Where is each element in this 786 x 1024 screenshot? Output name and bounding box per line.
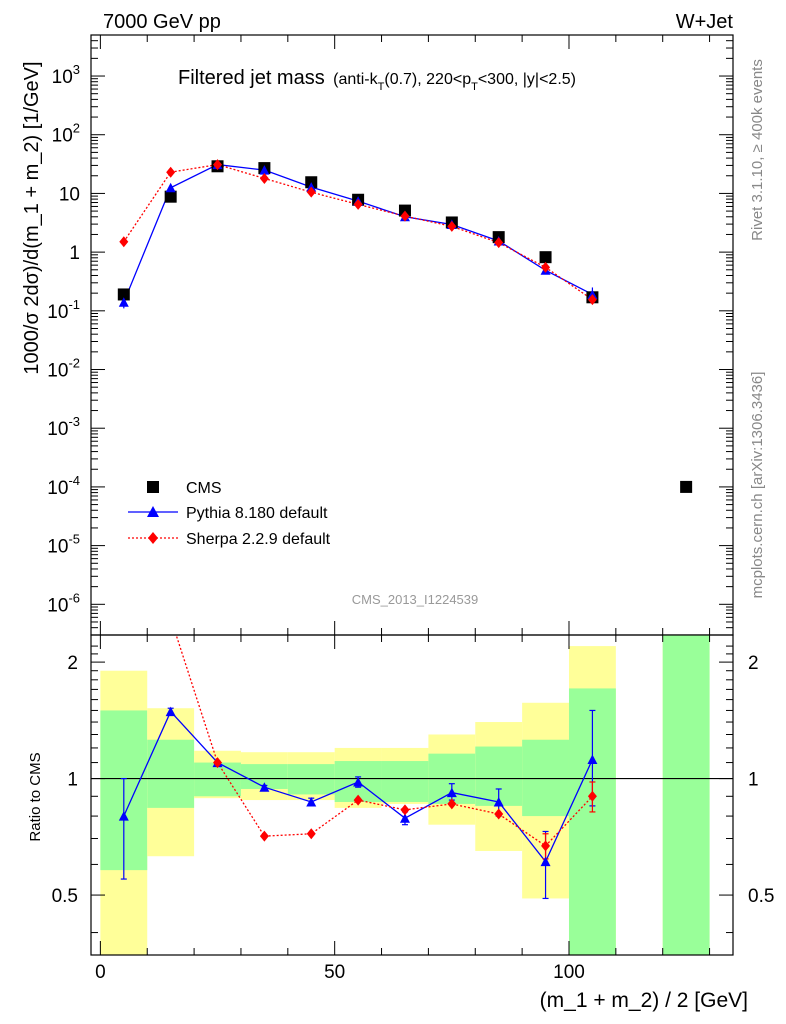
ratio-sherpa-point: [400, 804, 410, 816]
process-label: W+Jet: [676, 11, 734, 33]
plot-title-sub-pre: (anti-k: [333, 71, 378, 88]
ratio-pythia-point: [399, 813, 410, 823]
sherpa-point: [166, 166, 176, 178]
ratio-sherpa-point: [213, 757, 223, 769]
ratio-band-inner: [381, 761, 429, 802]
data-point: [398, 204, 411, 217]
sherpa-line: [123, 163, 593, 301]
legend: CMS Pythia 8.180 default Sherpa 2.2.9 de…: [128, 480, 331, 548]
ratio-markers: [118, 706, 598, 867]
x-tick-label: 100: [553, 962, 585, 983]
ratio-pythia-point: [118, 811, 129, 821]
x-tick-label: 0: [95, 962, 106, 983]
sherpa-point: [587, 294, 597, 306]
y-tick-label: 1: [69, 243, 80, 264]
x-tick-label: 50: [324, 962, 345, 983]
pythia-point: [118, 297, 129, 307]
ratio-y-tick-label-right: 1: [748, 770, 759, 791]
sherpa-point: [353, 198, 363, 210]
ratio-sherpa-point: [259, 830, 269, 842]
ratio-sherpa-point: [353, 794, 363, 806]
ratio-pythia-point: [493, 796, 504, 807]
main-panel-markers: [117, 159, 693, 493]
pythia-point: [259, 165, 270, 175]
y-tick-label: 10-5: [47, 532, 80, 558]
legend-cms-marker: [147, 481, 159, 493]
ratio-y-axis-label: Ratio to CMS: [27, 752, 44, 841]
pythia-line: [123, 163, 593, 303]
ratio-bands: [100, 635, 710, 955]
ratio-pythia-point: [259, 782, 270, 792]
legend-sherpa-marker: [148, 532, 158, 544]
y-tick-label: 10-6: [47, 590, 80, 616]
ratio-sherpa-point: [447, 798, 457, 810]
ratio-sherpa-point: [306, 828, 316, 840]
rivet-version-label: Rivet 3.1.10, ≥ 400k events: [749, 59, 766, 241]
sherpa-point: [259, 172, 269, 184]
sherpa-point: [119, 236, 129, 248]
sherpa-point: [447, 220, 457, 232]
data-point: [164, 190, 177, 203]
ratio-y-tick-label: 0.5: [52, 886, 78, 907]
sherpa-point: [213, 159, 223, 171]
ratio-y-tick-label-right: 2: [748, 653, 759, 674]
mcplots-label: mcplots.cern.ch [arXiv:1306.3436]: [749, 372, 766, 599]
ratio-band-inner: [194, 762, 241, 797]
y-tick-label: 10-1: [47, 297, 80, 323]
energy-label: 7000 GeV pp: [103, 11, 221, 33]
plot-title-sub-post: <300, |y|<2.5): [478, 71, 576, 88]
ratio-y-tick-label: 2: [67, 653, 78, 674]
sherpa-point: [306, 186, 316, 198]
main-panel-lines: [123, 163, 594, 309]
ratio-axes: 0.5 0.5 1 1 2 2 0 50 100: [52, 634, 774, 983]
plot-title: Filtered jet mass (anti-kT(0.7), 220<pT<…: [178, 67, 576, 93]
x-axis-label: (m_1 + m_2) / 2 [GeV]: [540, 989, 748, 1012]
ratio-pythia-point: [165, 706, 176, 717]
y-tick-label: 103: [52, 62, 80, 88]
y-tick-label: 10-2: [47, 356, 80, 382]
ratio-pythia-point: [540, 856, 551, 867]
ratio-sherpa-point: [494, 808, 504, 820]
ratio-y-tick-label-right: 0.5: [748, 886, 774, 907]
legend-cms-label: CMS: [186, 480, 222, 497]
ratio-pythia-point: [306, 796, 317, 807]
main-panel-axes: 10-6 10-5 10-4 10-3 10-2 10-1 1 10 102 103: [47, 34, 734, 636]
sherpa-point: [541, 261, 551, 273]
pythia-point: [165, 182, 176, 193]
ratio-pythia-point: [446, 787, 457, 798]
ratio-panel-frame: [90, 634, 734, 956]
ratio-band-inner: [662, 635, 710, 955]
ratio-y-tick-label: 1: [67, 770, 78, 791]
y-tick-label: 10: [59, 184, 80, 205]
sherpa-point: [400, 210, 410, 222]
data-point: [680, 480, 693, 493]
ratio-pythia-point: [587, 754, 598, 765]
ratio-pythia-point: [353, 776, 364, 787]
data-point: [539, 251, 552, 264]
plot-title-sub-mid: (0.7), 220<p: [384, 71, 471, 88]
ratio-band-inner: [522, 739, 569, 817]
y-tick-label: 10-4: [47, 473, 80, 499]
plot-title-sub-t2: T: [471, 81, 478, 93]
plot-title-sub-t1: T: [378, 81, 385, 93]
ratio-band-inner: [287, 764, 335, 795]
legend-sherpa-label: Sherpa 2.2.9 default: [186, 531, 331, 548]
sherpa-point: [494, 237, 504, 249]
plot-title-main: Filtered jet mass: [178, 67, 325, 89]
legend-pythia-marker: [147, 506, 159, 517]
ratio-sherpa-point: [587, 790, 597, 802]
y-axis-label: 1000/σ 2dσ)/d(m_1 + m_2) [1/GeV]: [21, 61, 43, 374]
legend-pythia-label: Pythia 8.180 default: [186, 505, 328, 522]
ratio-sherpa-point: [541, 840, 551, 852]
data-point: [117, 288, 130, 301]
ratio-band-inner: [147, 739, 195, 808]
y-tick-label: 102: [52, 121, 80, 147]
y-tick-label: 10-3: [47, 414, 80, 440]
analysis-watermark: CMS_2013_I1224539: [352, 592, 479, 607]
